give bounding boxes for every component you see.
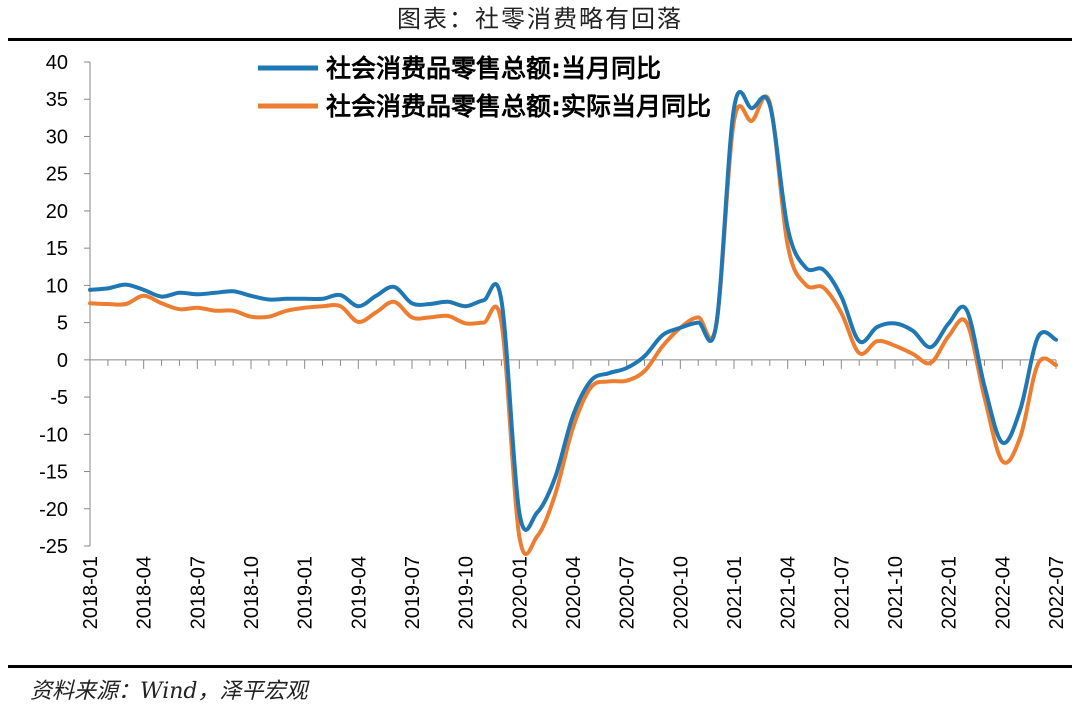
x-tick-label: 2018-01: [80, 556, 102, 629]
x-tick-label: 2022-04: [992, 556, 1014, 629]
x-tick-label: 2018-07: [187, 556, 209, 629]
x-tick-label: 2020-07: [617, 556, 639, 629]
legend-label: 社会消费品零售总额:当月同比: [326, 54, 661, 83]
y-axis-ticks: -25 -20 -15 -10 -5 0 5 10 15 20 25 30 35 40: [39, 52, 90, 558]
y-tick-label: -20: [39, 499, 68, 521]
x-tick-label: 2019-04: [348, 556, 370, 629]
legend-label: 社会消费品零售总额:实际当月同比: [326, 92, 711, 121]
figure-title: 图表：社零消费略有回落: [397, 5, 683, 33]
x-tick-label: 2021-07: [831, 556, 853, 629]
y-tick-label: 5: [57, 313, 68, 335]
x-tick-label: 2022-01: [939, 556, 961, 629]
x-tick-label: 2018-04: [134, 556, 156, 629]
axes: [89, 62, 1056, 546]
series-lines: [88, 89, 1058, 557]
y-tick-label: 20: [46, 201, 68, 223]
bottom-rule: [8, 665, 1072, 668]
x-tick-label: 2019-10: [456, 556, 478, 629]
y-tick-label: 25: [46, 164, 68, 186]
y-tick-label: 40: [46, 52, 68, 74]
source-note: 资料来源：Wind，泽平宏观: [30, 679, 308, 704]
x-tick-label: 2020-04: [563, 556, 585, 629]
x-tick-label: 2019-07: [402, 556, 424, 629]
x-tick-label: 2018-10: [241, 556, 263, 629]
x-tick-label: 2022-07: [1046, 556, 1068, 629]
y-tick-label: 0: [57, 350, 68, 372]
y-tick-label: -15: [39, 462, 68, 484]
x-tick-label: 2021-10: [885, 556, 907, 629]
y-tick-label: -5: [50, 387, 68, 409]
y-tick-label: 35: [46, 89, 68, 111]
x-tick-label: 2021-01: [724, 556, 746, 629]
y-tick-label: -25: [39, 536, 68, 558]
y-tick-label: 30: [46, 126, 68, 148]
x-axis-ticks: 2018-01 2018-04 2018-07 2018-10 2019-01 2019-…: [80, 359, 1068, 629]
x-tick-label: 2021-04: [778, 556, 800, 629]
x-tick-label: 2020-10: [670, 556, 692, 629]
x-tick-label: 2020-01: [509, 556, 531, 629]
y-tick-label: 10: [46, 275, 68, 297]
y-tick-label: -10: [39, 424, 68, 446]
top-rule: [8, 38, 1072, 41]
series-line-real: [88, 94, 1058, 557]
series-line-nominal: [88, 89, 1058, 532]
x-tick-label: 2019-01: [295, 556, 317, 629]
y-tick-label: 15: [46, 238, 68, 260]
